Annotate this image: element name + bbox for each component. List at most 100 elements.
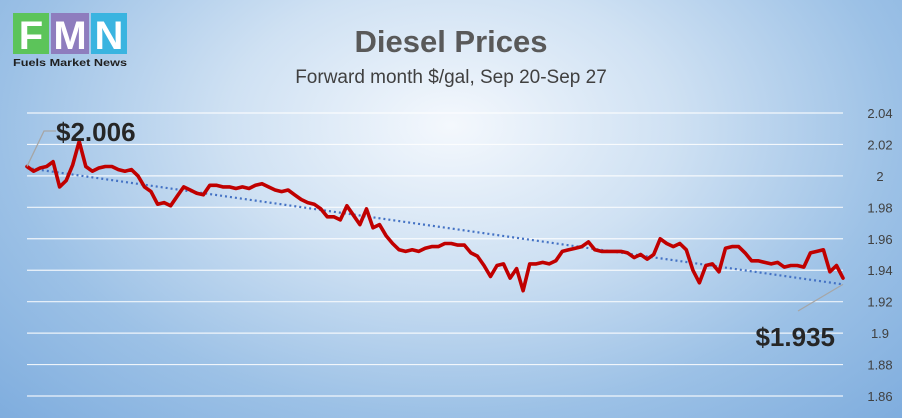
price-point: [776, 261, 779, 264]
y-tick-label: 1.88: [867, 358, 892, 373]
logo-letter-f: F: [19, 14, 43, 58]
price-point: [619, 250, 623, 253]
price-point: [815, 250, 819, 253]
price-point: [424, 247, 427, 250]
price-point: [143, 185, 146, 189]
price-point: [691, 269, 695, 272]
price-point: [273, 188, 277, 192]
price-point: [345, 204, 349, 207]
price-point: [443, 242, 446, 245]
price-point: [319, 207, 322, 211]
series-layer: [25, 139, 845, 293]
price-point: [574, 247, 577, 250]
price-point: [756, 259, 760, 262]
price-point: [437, 245, 440, 248]
price-point: [215, 184, 218, 187]
price-point: [136, 174, 140, 178]
logo-block-n: [91, 13, 127, 54]
chart-subtitle: Forward month $/gal, Sep 20-Sep 27: [295, 67, 607, 88]
price-point: [326, 215, 329, 218]
price-point: [463, 243, 466, 247]
price-point: [352, 213, 355, 217]
price-point: [417, 250, 420, 253]
fmn-logo: F M N Fuels Market News: [13, 13, 128, 69]
price-point: [704, 264, 708, 267]
price-point: [580, 245, 584, 248]
price-point: [685, 248, 688, 251]
price-point: [626, 251, 629, 255]
price-point: [149, 190, 153, 193]
price-point: [384, 234, 388, 237]
price-point: [175, 195, 179, 198]
price-point: [769, 262, 773, 266]
price-point: [182, 185, 185, 189]
y-tick-label: 1.94: [867, 263, 892, 278]
price-point: [397, 248, 401, 251]
price-point: [796, 264, 799, 267]
price-point: [489, 275, 492, 278]
price-point: [495, 264, 499, 267]
price-point: [202, 193, 205, 196]
diesel-price-line: [25, 139, 845, 293]
price-point: [606, 250, 610, 253]
price-point: [600, 250, 603, 253]
price-point: [254, 184, 257, 187]
price-point: [822, 248, 825, 251]
price-point: [508, 276, 512, 280]
logo-caption: Fuels Market News: [13, 58, 128, 69]
price-point: [789, 264, 792, 267]
y-axis-ticks: 1.86 1.88 1.9 1.92 1.94 1.96 1.98 2 2.02 2.04: [867, 106, 892, 404]
price-point: [32, 169, 35, 173]
y-tick-label: 2.04: [867, 106, 892, 121]
price-point: [313, 202, 316, 206]
price-point: [78, 140, 81, 143]
price-point: [267, 185, 270, 189]
price-point: [841, 276, 845, 280]
price-point: [469, 251, 473, 255]
price-point: [241, 185, 244, 189]
price-point: [162, 201, 166, 204]
price-point: [221, 185, 225, 189]
price-point: [123, 169, 127, 173]
y-tick-label: 1.96: [867, 232, 892, 247]
price-point: [521, 289, 525, 292]
price-point: [84, 165, 87, 168]
price-point: [698, 281, 701, 284]
price-point: [51, 160, 55, 163]
price-point: [567, 248, 571, 251]
price-point: [534, 262, 538, 266]
chart-title: Diesel Prices: [354, 24, 547, 59]
price-point: [130, 168, 133, 171]
price-point: [247, 187, 251, 190]
logo-letter-m: M: [53, 14, 86, 58]
logo-letter-n: N: [95, 14, 124, 58]
price-point: [332, 215, 336, 218]
start-price-label: $2.006: [56, 117, 136, 147]
price-point: [783, 265, 786, 269]
y-tick-label: 2: [876, 169, 883, 184]
price-point: [802, 265, 806, 269]
price-point: [476, 254, 479, 258]
price-point: [711, 262, 714, 266]
price-point: [750, 259, 753, 262]
price-point: [299, 198, 303, 201]
price-point: [110, 165, 114, 168]
y-tick-label: 1.9: [871, 326, 889, 341]
end-leader-line: [797, 283, 844, 312]
price-point: [189, 188, 192, 192]
price-point: [632, 256, 636, 259]
price-point: [169, 204, 172, 207]
price-point: [208, 184, 211, 187]
y-tick-label: 2.02: [867, 137, 892, 152]
price-point: [234, 187, 238, 190]
price-point: [339, 218, 342, 222]
price-point: [724, 247, 727, 250]
price-point: [371, 226, 375, 229]
price-point: [554, 259, 557, 262]
price-point: [672, 245, 675, 248]
price-point: [730, 245, 734, 248]
price-point: [64, 179, 68, 182]
price-point: [378, 223, 381, 226]
price-point: [645, 258, 649, 261]
price-point: [541, 261, 544, 264]
